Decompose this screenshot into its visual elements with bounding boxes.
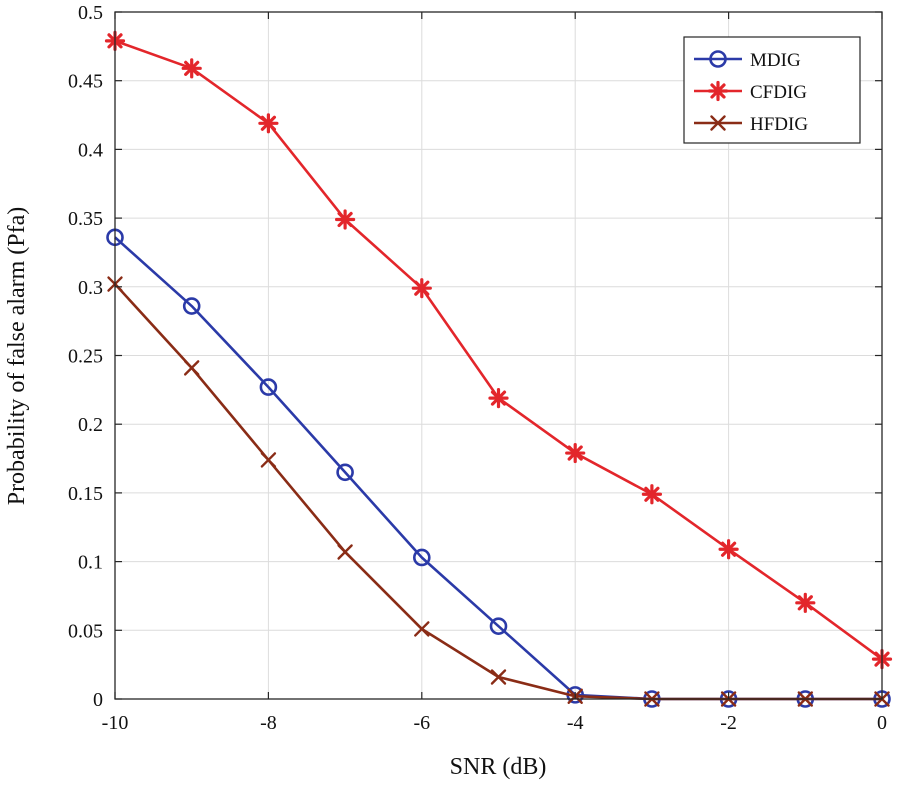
data-point-mdig bbox=[259, 378, 278, 396]
data-point-hfdig bbox=[490, 669, 507, 685]
y-tick-label: 0.25 bbox=[68, 346, 103, 368]
data-point-mdig bbox=[412, 548, 431, 567]
star-stroke bbox=[260, 115, 277, 131]
series-cfdig bbox=[104, 30, 893, 670]
data-point-cfdig bbox=[565, 442, 586, 464]
series-group bbox=[104, 30, 893, 708]
x-stroke bbox=[414, 621, 430, 637]
star-stroke bbox=[644, 486, 660, 502]
y-tick-label: 0.15 bbox=[68, 483, 103, 505]
data-point-mdig bbox=[182, 297, 201, 315]
y-tick-label: 0.1 bbox=[78, 552, 103, 574]
x-stroke bbox=[183, 360, 200, 376]
x-tick-label: -6 bbox=[413, 712, 430, 734]
y-tick-label: 0.5 bbox=[78, 2, 103, 24]
data-point-cfdig bbox=[718, 539, 739, 560]
x-tick-label: -8 bbox=[260, 712, 277, 734]
legend-label: HFDIG bbox=[750, 114, 808, 135]
x-tick-label: -4 bbox=[567, 712, 584, 734]
x-tick-label: 0 bbox=[877, 712, 887, 734]
y-tick-label: 0.3 bbox=[78, 277, 103, 299]
data-point-cfdig bbox=[411, 278, 432, 299]
data-point-cfdig bbox=[641, 484, 663, 505]
legend-label: CFDIG bbox=[750, 82, 807, 103]
legend-marker bbox=[710, 115, 726, 131]
star-stroke bbox=[797, 595, 813, 611]
star-stroke bbox=[567, 445, 583, 461]
data-point-cfdig bbox=[258, 113, 279, 134]
y-axis-title: Probability of false alarm (Pfa) bbox=[4, 207, 30, 506]
x-stroke bbox=[337, 544, 353, 560]
legend-label: MDIG bbox=[750, 50, 801, 71]
data-point-hfdig bbox=[260, 452, 277, 468]
x-tick-label: -10 bbox=[102, 712, 129, 734]
legend-item-cfdig: CFDIG bbox=[694, 80, 807, 103]
data-point-cfdig bbox=[488, 387, 509, 409]
data-point-cfdig bbox=[335, 209, 356, 230]
y-tick-label: 0.4 bbox=[78, 139, 103, 161]
ticks: -10 -8 -6 -4 -2 0 0 0.05 0.1 0.15 0.2 0.25 0.3 0.35 0.… bbox=[68, 2, 887, 734]
star-stroke bbox=[414, 280, 430, 296]
x-tick-label: -2 bbox=[720, 712, 737, 734]
star-stroke bbox=[720, 541, 737, 557]
data-point-cfdig bbox=[181, 58, 202, 79]
y-tick-label: 0.35 bbox=[68, 208, 103, 230]
star-stroke bbox=[490, 390, 507, 406]
x-stroke bbox=[260, 452, 277, 468]
legend-item-hfdig: HFDIG bbox=[694, 114, 808, 135]
y-tick-label: 0.45 bbox=[68, 71, 103, 93]
legend-marker bbox=[709, 50, 727, 68]
y-tick-label: 0.2 bbox=[78, 414, 103, 436]
data-point-hfdig bbox=[183, 360, 200, 376]
x-stroke bbox=[490, 669, 507, 685]
data-point-cfdig bbox=[795, 592, 816, 613]
data-point-mdig bbox=[489, 617, 508, 635]
star-stroke bbox=[337, 211, 353, 228]
legend: MDIG CFDIG HFDIG bbox=[683, 36, 861, 144]
data-point-hfdig bbox=[414, 621, 430, 637]
y-tick-label: 0 bbox=[93, 689, 103, 711]
star-stroke bbox=[184, 60, 200, 76]
legend-marker bbox=[707, 80, 729, 102]
data-point-mdig bbox=[336, 463, 354, 482]
x-stroke bbox=[710, 115, 726, 131]
grid bbox=[115, 12, 882, 699]
star-stroke bbox=[710, 83, 726, 99]
x-axis-title: SNR (dB) bbox=[450, 754, 547, 780]
data-point-hfdig bbox=[337, 544, 353, 560]
y-tick-label: 0.05 bbox=[68, 620, 103, 642]
legend-item-mdig: MDIG bbox=[694, 50, 801, 71]
